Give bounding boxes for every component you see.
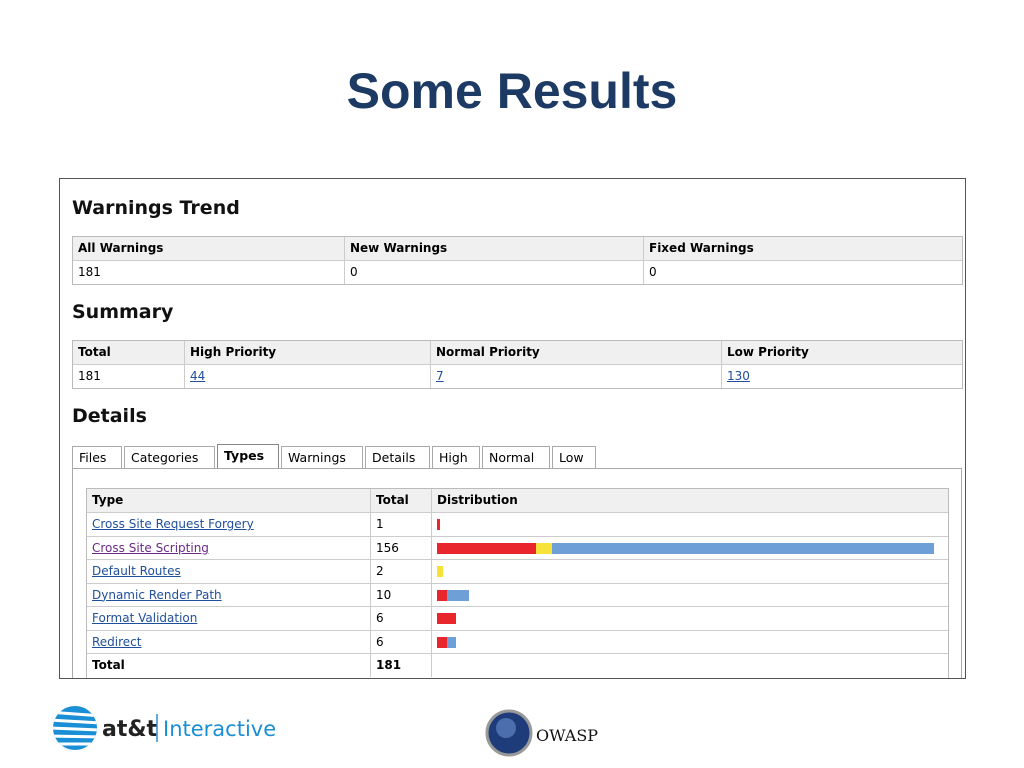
type-link[interactable]: Cross Site Scripting (92, 540, 209, 555)
tab-panel: Type Total Distribution Cross Site Request … (72, 468, 962, 678)
type-cell: Format Validation (87, 607, 370, 630)
distribution-segment (446, 589, 469, 601)
tab-bar: Files Categories Types Warnings Details High N… (72, 444, 961, 469)
distribution-cell (431, 630, 948, 654)
slide-title: Some Results (346, 63, 678, 119)
column-header: Low Priority (721, 341, 962, 364)
type-link[interactable]: Redirect (92, 634, 142, 649)
value-cell: 130 (721, 365, 962, 388)
header-row: Total High Priority Normal Priority Low Pri… (73, 341, 962, 364)
type-row: Redirect 6 (87, 629, 948, 654)
value-link[interactable]: 44 (190, 369, 206, 383)
value-link[interactable]: 130 (727, 369, 750, 383)
value-cell: 181 (73, 365, 184, 388)
total-value: 181 (370, 654, 431, 677)
distribution-cell (431, 583, 948, 607)
type-cell: Dynamic Render Path (87, 584, 370, 607)
type-link[interactable]: Cross Site Request Forgery (92, 517, 254, 531)
summary-table: Total High Priority Normal Priority Low Pri… (72, 340, 963, 389)
column-header: Distribution (431, 489, 948, 512)
distribution-segment (437, 589, 447, 601)
value-cell: 181 (73, 261, 344, 284)
distribution-cell (431, 513, 948, 536)
tab[interactable]: Categories (124, 446, 215, 468)
value-row: 181 44 7 130 (73, 364, 962, 388)
column-header: Total (78, 345, 111, 359)
value-text: 181 (78, 369, 101, 383)
details-heading: Details (72, 405, 147, 427)
distribution-segment (437, 519, 441, 530)
total-blank (431, 654, 948, 677)
total-label: Total (92, 658, 125, 672)
trend-table: All Warnings New Warnings Fixed Warnings 18… (72, 236, 963, 285)
header-row: All Warnings New Warnings Fixed Warnings (73, 237, 962, 260)
att-brand: at&t (102, 717, 158, 742)
value-text: 0 (649, 265, 657, 279)
distribution-segment (446, 636, 457, 648)
type-row: Default Routes 2 (87, 559, 948, 583)
att-logo: at&t Interactive (53, 706, 276, 750)
owasp-text: OWASP (536, 726, 598, 745)
column-header: High Priority (184, 341, 430, 364)
type-row: Cross Site Scripting 156 (87, 535, 948, 560)
distribution-segment (437, 613, 457, 624)
distribution-segment (437, 566, 444, 577)
types-table: Type Total Distribution Cross Site Request … (86, 488, 949, 678)
total-cell: 10 (370, 583, 431, 607)
type-link[interactable]: Default Routes (92, 564, 181, 578)
type-link[interactable]: Format Validation (92, 611, 198, 625)
att-text: Interactive (163, 717, 276, 741)
distribution-cell (431, 560, 948, 583)
total-cell: 2 (370, 560, 431, 583)
tab[interactable]: High (432, 446, 480, 468)
type-cell: Redirect (87, 631, 370, 654)
header-row: Type Total Distribution (87, 489, 948, 512)
distribution-segment (551, 542, 934, 554)
total-row: Total 181 (87, 653, 948, 677)
owasp-logo: OWASP (485, 709, 598, 757)
type-row: Cross Site Request Forgery 1 (87, 512, 948, 536)
distribution-cell (431, 607, 948, 630)
distribution-segment (437, 636, 447, 648)
value-link[interactable]: 7 (436, 369, 444, 383)
total-cell: 6 (370, 607, 431, 630)
tab[interactable]: Files (72, 446, 122, 468)
report-window: Warnings Trend All Warnings New Warnings F… (59, 178, 966, 679)
total-cell: 1 (370, 513, 431, 536)
type-row: Dynamic Render Path 10 (87, 582, 948, 607)
column-header: Fixed Warnings (643, 237, 962, 260)
column-header: Type (92, 493, 124, 507)
value-cell: 7 (430, 365, 721, 388)
total-cell: 6 (370, 630, 431, 654)
summary-heading: Summary (72, 301, 174, 323)
tab[interactable]: Types (217, 444, 279, 468)
column-header: Normal Priority (430, 341, 721, 364)
type-link[interactable]: Dynamic Render Path (92, 587, 222, 602)
value-cell: 0 (643, 261, 962, 284)
owasp-shine (496, 718, 516, 738)
tab[interactable]: Normal (482, 446, 550, 468)
column-header: New Warnings (344, 237, 643, 260)
trend-heading: Warnings Trend (72, 197, 240, 219)
tab[interactable]: Warnings (281, 446, 363, 468)
value-row: 181 0 0 (73, 260, 962, 284)
value-text: 181 (78, 265, 101, 279)
distribution-segment (535, 542, 552, 554)
type-cell: Default Routes (87, 560, 370, 583)
total-cell: 156 (370, 536, 431, 560)
column-header: Total (370, 489, 431, 512)
value-cell: 44 (184, 365, 430, 388)
distribution-cell (431, 536, 948, 560)
type-row: Format Validation 6 (87, 606, 948, 630)
value-text: 0 (350, 265, 358, 279)
tab[interactable]: Details (365, 446, 430, 468)
value-cell: 0 (344, 261, 643, 284)
distribution-segment (437, 542, 536, 554)
tab[interactable]: Low (552, 446, 596, 468)
type-cell: Cross Site Request Forgery (87, 513, 370, 536)
type-cell: Cross Site Scripting (87, 537, 370, 560)
column-header: All Warnings (78, 241, 164, 255)
